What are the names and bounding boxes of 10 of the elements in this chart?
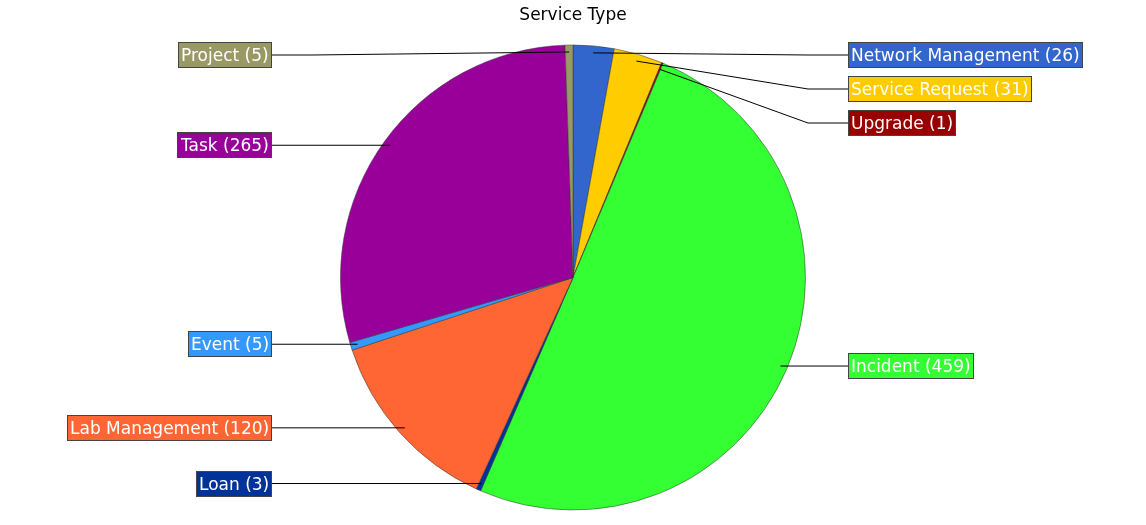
chart-title: Service Type: [519, 3, 627, 24]
slice-label: Service Request (31): [851, 79, 1029, 99]
slice-label: Event (5): [191, 334, 270, 354]
slice-label: Incident (459): [851, 356, 971, 376]
slice-label: Project (5): [181, 45, 269, 65]
slice-label: Task (265): [180, 135, 269, 155]
slice-label: Network Management (26): [851, 45, 1080, 65]
slice-label: Upgrade (1): [851, 113, 954, 133]
slice-label: Lab Management (120): [70, 418, 270, 438]
slice-label: Loan (3): [199, 474, 270, 494]
